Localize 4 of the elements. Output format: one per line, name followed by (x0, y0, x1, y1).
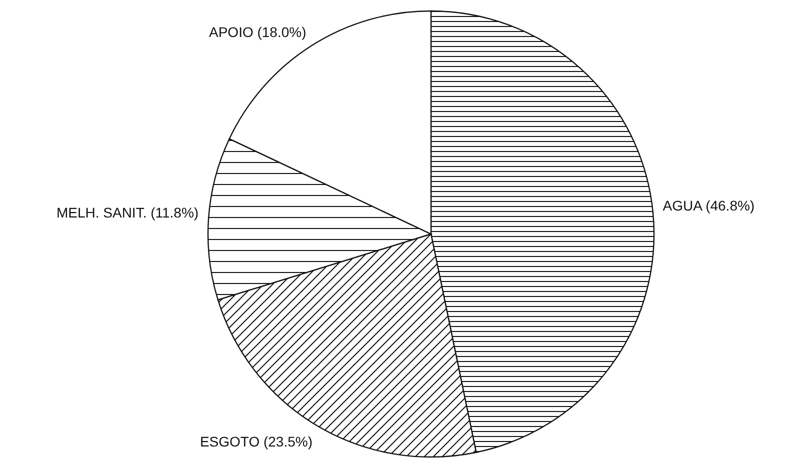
slice-label: AGUA (46.8%) (662, 197, 755, 214)
slice-label: MELH. SANIT. (11.8%) (56, 204, 199, 221)
slice-label: ESGOTO (23.5%) (200, 434, 312, 450)
slice-label: APOIO (18.0%) (209, 24, 306, 40)
